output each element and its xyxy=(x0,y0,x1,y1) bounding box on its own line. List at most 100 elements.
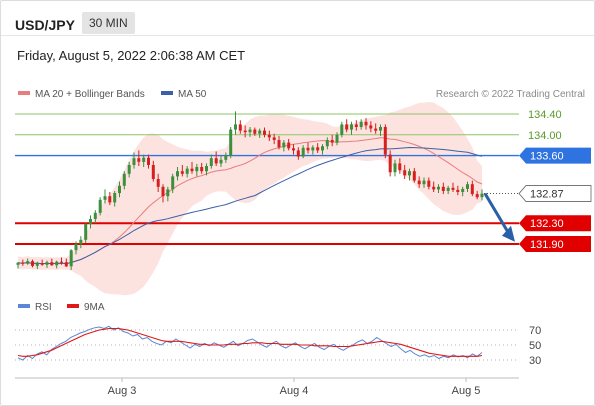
timestamp: Friday, August 5, 2022 2:06:38 AM CET xyxy=(17,48,246,63)
candle-body xyxy=(456,189,460,192)
forecast-arrow-head xyxy=(502,225,515,242)
candle-body xyxy=(190,168,194,172)
candle-body xyxy=(103,196,107,200)
candle-body xyxy=(379,127,382,131)
candle-body xyxy=(258,130,262,134)
candle-body xyxy=(441,186,445,191)
forecast-arrow xyxy=(483,192,515,242)
candle-body xyxy=(422,180,426,185)
candle-body xyxy=(296,150,300,157)
time-axis: Aug 3 Aug 4 Aug 5 xyxy=(15,377,519,397)
candle-body xyxy=(321,146,324,151)
candle-body xyxy=(161,186,165,197)
candle-body xyxy=(79,239,83,244)
rsi-ma-line xyxy=(17,327,483,357)
candle-body xyxy=(214,158,218,164)
candle-body xyxy=(166,189,170,197)
main-legend: MA 20 + Bollinger Bands MA 50 Research ©… xyxy=(18,89,585,100)
candle-body xyxy=(446,187,450,191)
rsi-legend-label: RSI xyxy=(35,302,52,313)
candle-body xyxy=(84,224,88,240)
rsi-tick-50: 50 xyxy=(529,340,541,352)
candle-body xyxy=(350,124,353,130)
candle-body xyxy=(69,250,73,267)
rsi-ma-legend-label: 9MA xyxy=(84,302,105,313)
candle-body xyxy=(209,158,213,166)
level-tag-132.30 xyxy=(519,215,591,232)
level-tag-label-133.60: 133.60 xyxy=(530,151,564,163)
candle-body xyxy=(113,193,117,203)
candle-body xyxy=(369,125,373,129)
candle-body xyxy=(277,140,281,148)
candle-body xyxy=(408,171,411,176)
credit-label: Research © 2022 Trading Central xyxy=(436,89,585,100)
candle-body xyxy=(340,124,344,135)
candle-body xyxy=(267,134,271,138)
candle-body xyxy=(40,263,44,265)
candle-body xyxy=(427,180,431,187)
candle-body xyxy=(466,184,469,189)
candle-body xyxy=(374,128,378,131)
candle-body xyxy=(461,188,465,192)
ma50-line xyxy=(17,146,483,265)
candle-body xyxy=(55,261,59,266)
candle-body xyxy=(229,129,233,156)
candle-body xyxy=(354,124,358,127)
level-label-134.00: 134.00 xyxy=(528,130,562,142)
candle-body xyxy=(171,176,175,190)
candle-body xyxy=(248,129,252,133)
candle-body xyxy=(316,147,320,151)
candle-body xyxy=(243,130,247,133)
candle-body xyxy=(137,158,141,162)
candle-body xyxy=(176,171,179,177)
candle-body xyxy=(200,167,204,172)
candle-body xyxy=(475,194,479,198)
ma20-legend-label: MA 20 + Bollinger Bands xyxy=(35,89,145,100)
candle-body xyxy=(263,130,266,135)
candle-body xyxy=(412,171,416,181)
candle-body xyxy=(35,263,39,266)
candle-body xyxy=(156,179,160,187)
level-tag-label-132.30: 132.30 xyxy=(530,218,564,230)
candle-body xyxy=(151,165,155,179)
candle-body xyxy=(364,121,368,126)
candle-body xyxy=(180,171,184,174)
rsi-line xyxy=(17,325,483,361)
ma50-legend-swatch xyxy=(161,91,173,95)
candle-body xyxy=(393,163,397,173)
ma50-legend-label: MA 50 xyxy=(178,89,207,100)
rsi-legend: RSI 9MA xyxy=(18,302,105,313)
candle-body xyxy=(388,154,392,173)
candle-body xyxy=(359,121,363,127)
rsi-tick-70: 70 xyxy=(529,325,541,337)
rsi-ma-legend-swatch xyxy=(67,304,79,308)
symbol-label: USD/JPY xyxy=(15,17,75,33)
candle-body xyxy=(306,147,310,151)
rsi-tick-30: 30 xyxy=(529,355,541,367)
candle-body xyxy=(16,262,20,265)
candle-body xyxy=(451,187,455,190)
candle-body xyxy=(147,157,150,165)
candle-body xyxy=(64,262,68,267)
candle-body xyxy=(432,186,436,190)
price-levels xyxy=(15,113,519,245)
candle-body xyxy=(118,185,121,194)
candle-body xyxy=(234,124,237,130)
candle-body xyxy=(74,244,78,251)
candle-body xyxy=(224,155,228,160)
candle-body xyxy=(345,124,349,130)
candle-body xyxy=(301,147,305,157)
candlesticks xyxy=(16,111,484,270)
interval-button[interactable]: 30 MIN xyxy=(82,12,135,34)
candle-body xyxy=(142,157,146,162)
candle-body xyxy=(205,166,208,172)
time-tick-label: Aug 5 xyxy=(452,385,481,397)
candle-body xyxy=(132,158,136,165)
level-label-134.40: 134.40 xyxy=(528,109,562,121)
rsi-panel: 70 50 30 xyxy=(15,325,541,367)
forecast-arrow-shaft xyxy=(483,192,511,235)
candle-body xyxy=(50,262,54,266)
candle-body xyxy=(253,129,257,134)
candle-body xyxy=(335,134,339,143)
